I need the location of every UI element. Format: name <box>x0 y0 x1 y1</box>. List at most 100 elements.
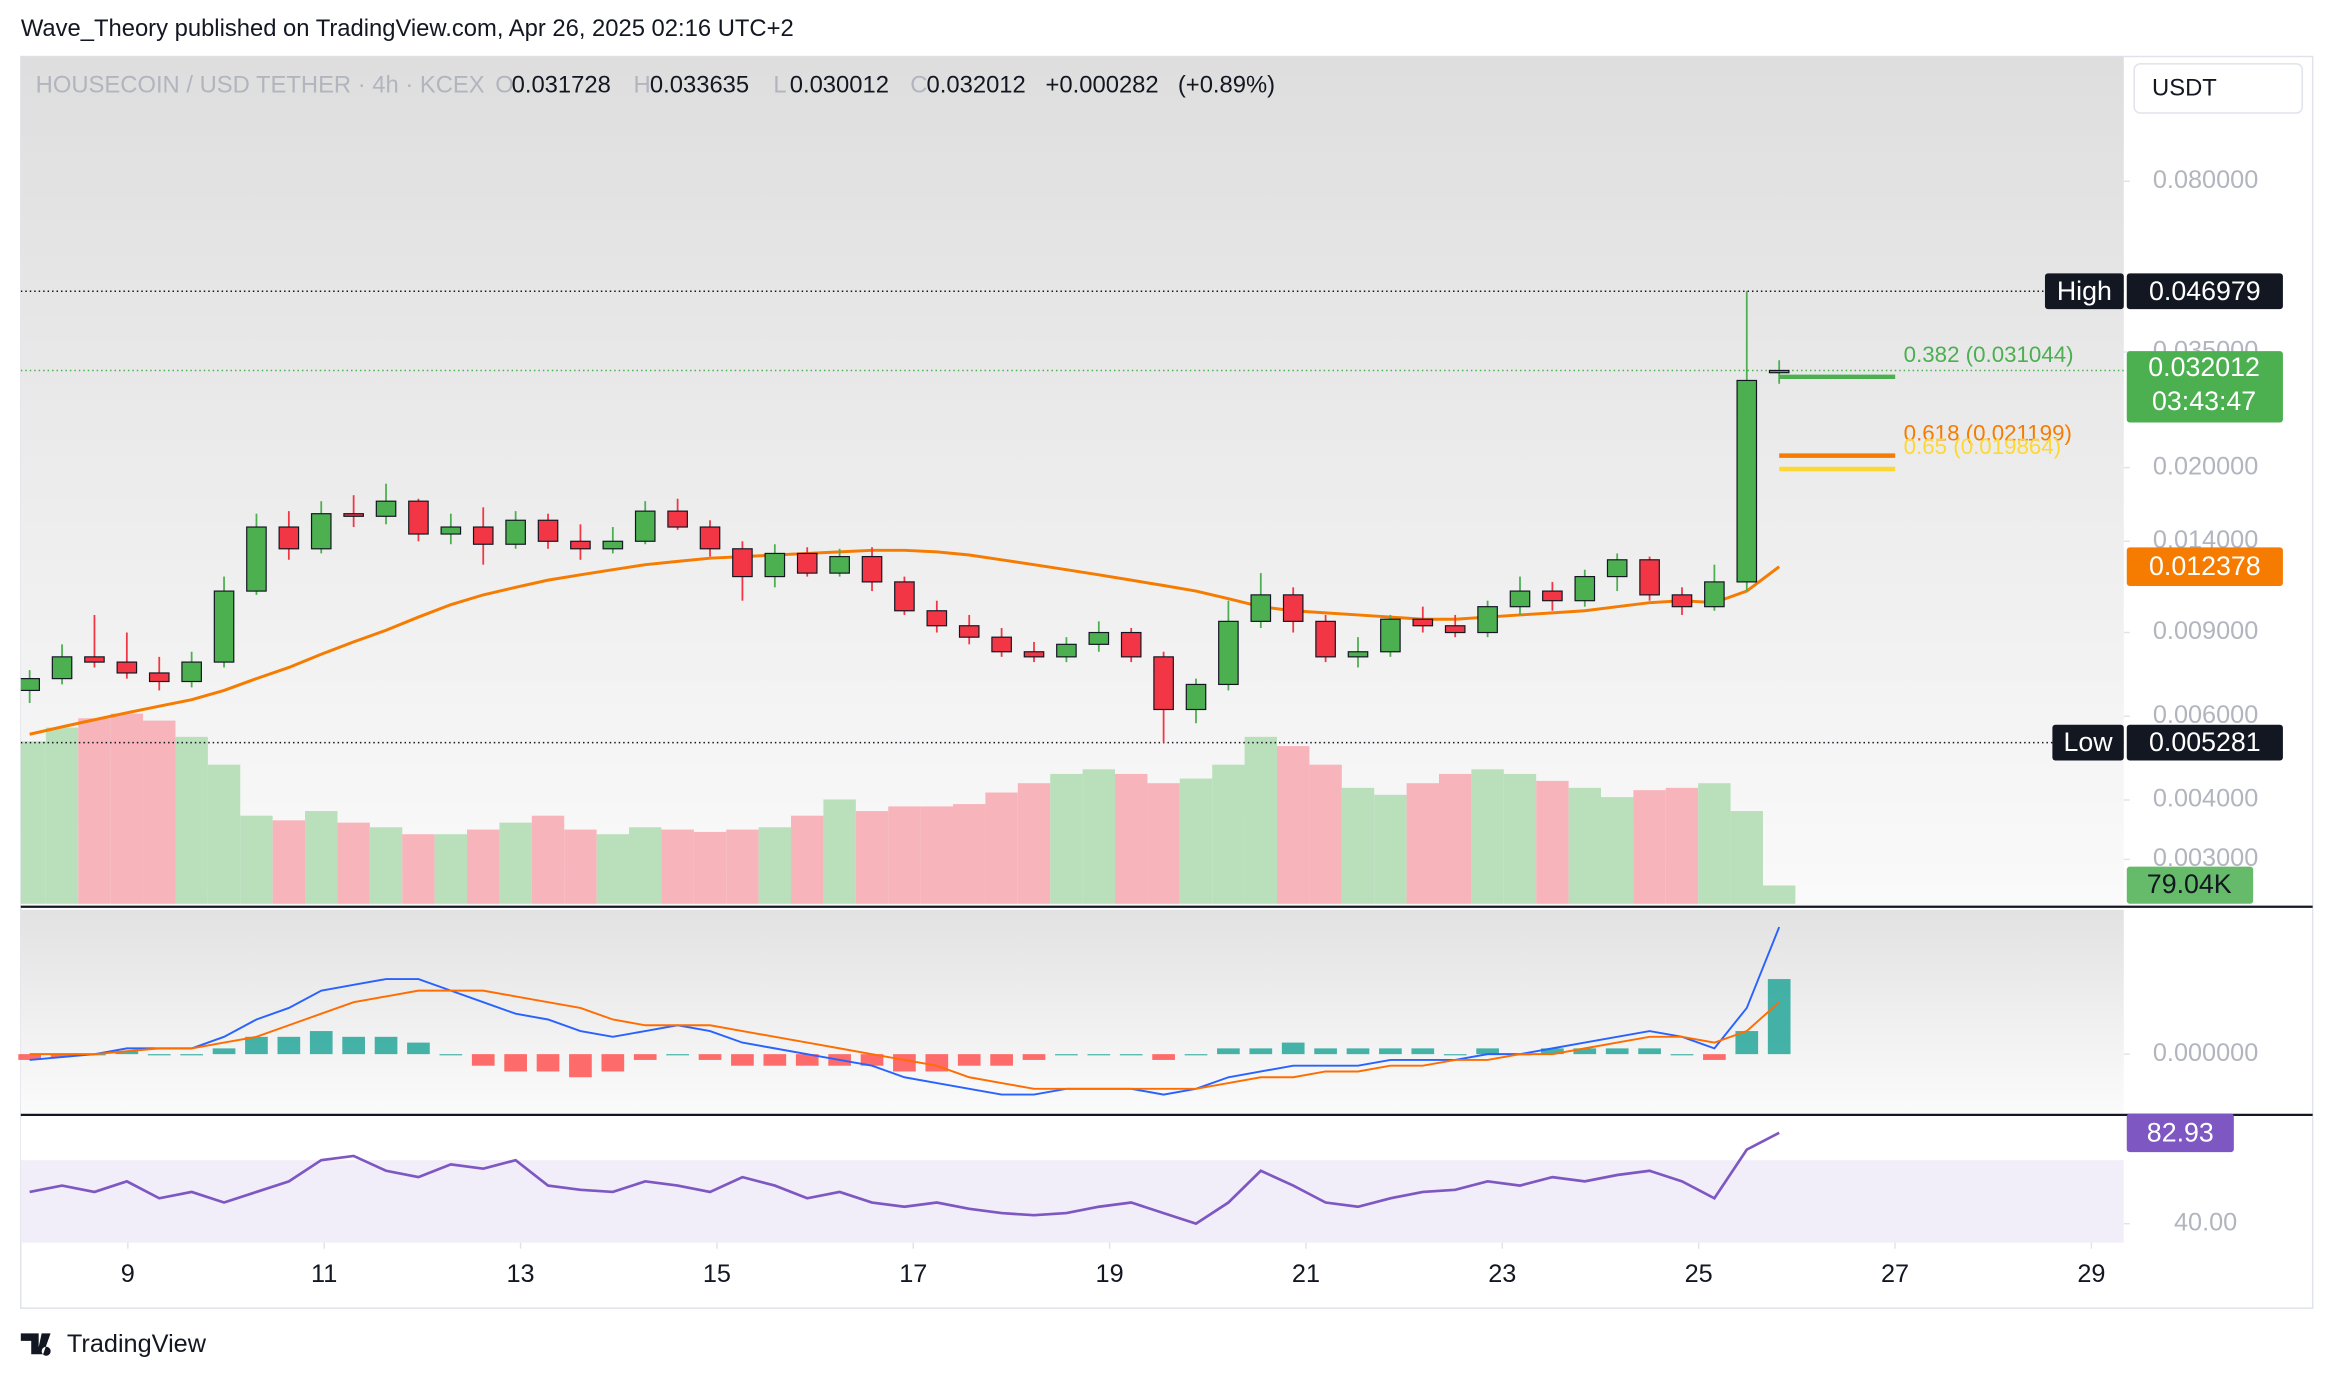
candle-body <box>1671 594 1693 608</box>
currency-button[interactable] <box>2133 63 2303 114</box>
candle-body <box>1282 594 1304 622</box>
volume-bar <box>1277 746 1310 904</box>
overlay: HOUSECOIN / USD TETHER · 4h · KCEX O0.031… <box>18 72 2283 1288</box>
candle-body <box>1380 618 1401 653</box>
macd-histogram-bar <box>471 1054 495 1066</box>
macd-histogram-bar <box>212 1048 236 1055</box>
macd-histogram-bar <box>180 1054 203 1056</box>
macd-histogram-bar <box>893 1054 916 1072</box>
volume-bar <box>1406 783 1439 904</box>
volume-badge-bg <box>2126 866 2254 904</box>
candle-body <box>634 510 656 542</box>
volume-bar <box>531 815 565 904</box>
price-tick-label: 0.080000 <box>2153 166 2258 194</box>
volume-bar <box>1374 794 1407 904</box>
macd-histogram-bar <box>374 1036 398 1055</box>
volume-bar <box>985 792 1018 904</box>
candle-body <box>246 526 267 592</box>
candle-body <box>796 552 818 574</box>
macd-histogram-bar <box>18 1054 41 1060</box>
candle-body <box>116 661 138 674</box>
volume-bar <box>1568 787 1601 904</box>
candle-body <box>1185 683 1207 711</box>
low-tag-bg <box>2052 724 2124 761</box>
volume-bar <box>693 831 727 904</box>
candle-body <box>472 526 494 545</box>
date-tick-label: 9 <box>121 1260 135 1288</box>
candle-body <box>310 513 332 550</box>
low-value: 0.005281 <box>2149 727 2261 757</box>
date-tick-label: 19 <box>1096 1260 1124 1288</box>
volume-bar <box>1503 773 1537 904</box>
volume-bar <box>1341 787 1375 904</box>
macd-histogram-bar <box>115 1051 139 1055</box>
rsi-value: 82.93 <box>2147 1117 2214 1147</box>
volume-bar <box>661 829 694 904</box>
candle-body <box>1056 643 1077 658</box>
candle-body <box>861 555 883 583</box>
ohlc-key: C <box>910 72 927 99</box>
rsi-tick-label: 40.00 <box>2174 1208 2237 1236</box>
volume-bar <box>1082 769 1116 904</box>
macd-histogram-bar <box>1346 1048 1370 1055</box>
candle-body <box>51 656 73 680</box>
rsi-band <box>20 1160 2124 1243</box>
volume-bar <box>207 764 241 904</box>
macd-histogram-bar <box>731 1054 754 1066</box>
candle-body <box>1736 379 1758 583</box>
candle-body <box>537 519 559 542</box>
low-value-bg <box>2126 724 2283 761</box>
volume-bar <box>305 811 338 904</box>
macd-histogram-bar <box>1184 1054 1208 1056</box>
candle-body <box>1153 656 1174 711</box>
candle-body <box>1218 620 1239 686</box>
macd-histogram-bar <box>990 1054 1013 1066</box>
candle-body <box>408 500 429 535</box>
macd-histogram-bar <box>439 1054 463 1056</box>
macd-histogram-bar <box>1605 1048 1629 1055</box>
candle-body <box>1542 590 1563 602</box>
volume-value: 79.04K <box>2147 869 2232 899</box>
fib-label: 0.618 (0.021199) <box>1904 421 2072 446</box>
macd-tick-label: 0.000000 <box>2153 1039 2258 1067</box>
low-tag: Low <box>2064 727 2114 757</box>
volume-bar <box>855 811 889 904</box>
macd-histogram-bar <box>1573 1048 1597 1055</box>
volume-bar <box>888 806 921 904</box>
date-tick-label: 15 <box>703 1260 731 1288</box>
volume-bar <box>629 827 662 904</box>
macd-histogram-bar <box>1281 1042 1305 1055</box>
candle-body <box>505 519 526 545</box>
date-tick-label: 25 <box>1685 1260 1713 1288</box>
macd-histogram-bar <box>860 1054 884 1066</box>
macd-histogram-bar <box>1767 979 1791 1055</box>
candle-body <box>278 526 300 550</box>
close-badge-bg <box>2126 351 2283 423</box>
date-tick-label: 17 <box>899 1260 927 1288</box>
macd-pane <box>20 909 2124 1114</box>
candle-body <box>570 540 591 550</box>
candle-body <box>181 661 202 683</box>
macd-histogram-bar <box>957 1054 981 1066</box>
macd-histogram-bar <box>1152 1054 1175 1060</box>
date-tick-label: 11 <box>311 1260 337 1288</box>
volume-bar <box>1147 783 1180 904</box>
rsi-badge-bg <box>2126 1113 2234 1153</box>
candle-body <box>1574 575 1596 602</box>
candle-body <box>1315 620 1336 658</box>
macd-histogram-bar <box>1638 1048 1661 1055</box>
date-tick-label: 29 <box>2077 1260 2105 1288</box>
price-tick-label: 0.004000 <box>2153 785 2258 813</box>
macd-histogram-bar <box>342 1036 365 1055</box>
volume-bar <box>78 718 111 904</box>
fib-label: 0.382 (0.031044) <box>1904 342 2074 367</box>
ohlc-key: L <box>773 72 786 99</box>
volume-bar <box>1600 797 1634 904</box>
candle-body <box>213 590 235 663</box>
volume-bar <box>953 804 986 904</box>
macd-histogram-bar <box>504 1054 527 1072</box>
macd-histogram-bar <box>147 1054 171 1056</box>
macd-histogram-bar <box>1670 1054 1694 1056</box>
volume-bar <box>1438 773 1472 904</box>
